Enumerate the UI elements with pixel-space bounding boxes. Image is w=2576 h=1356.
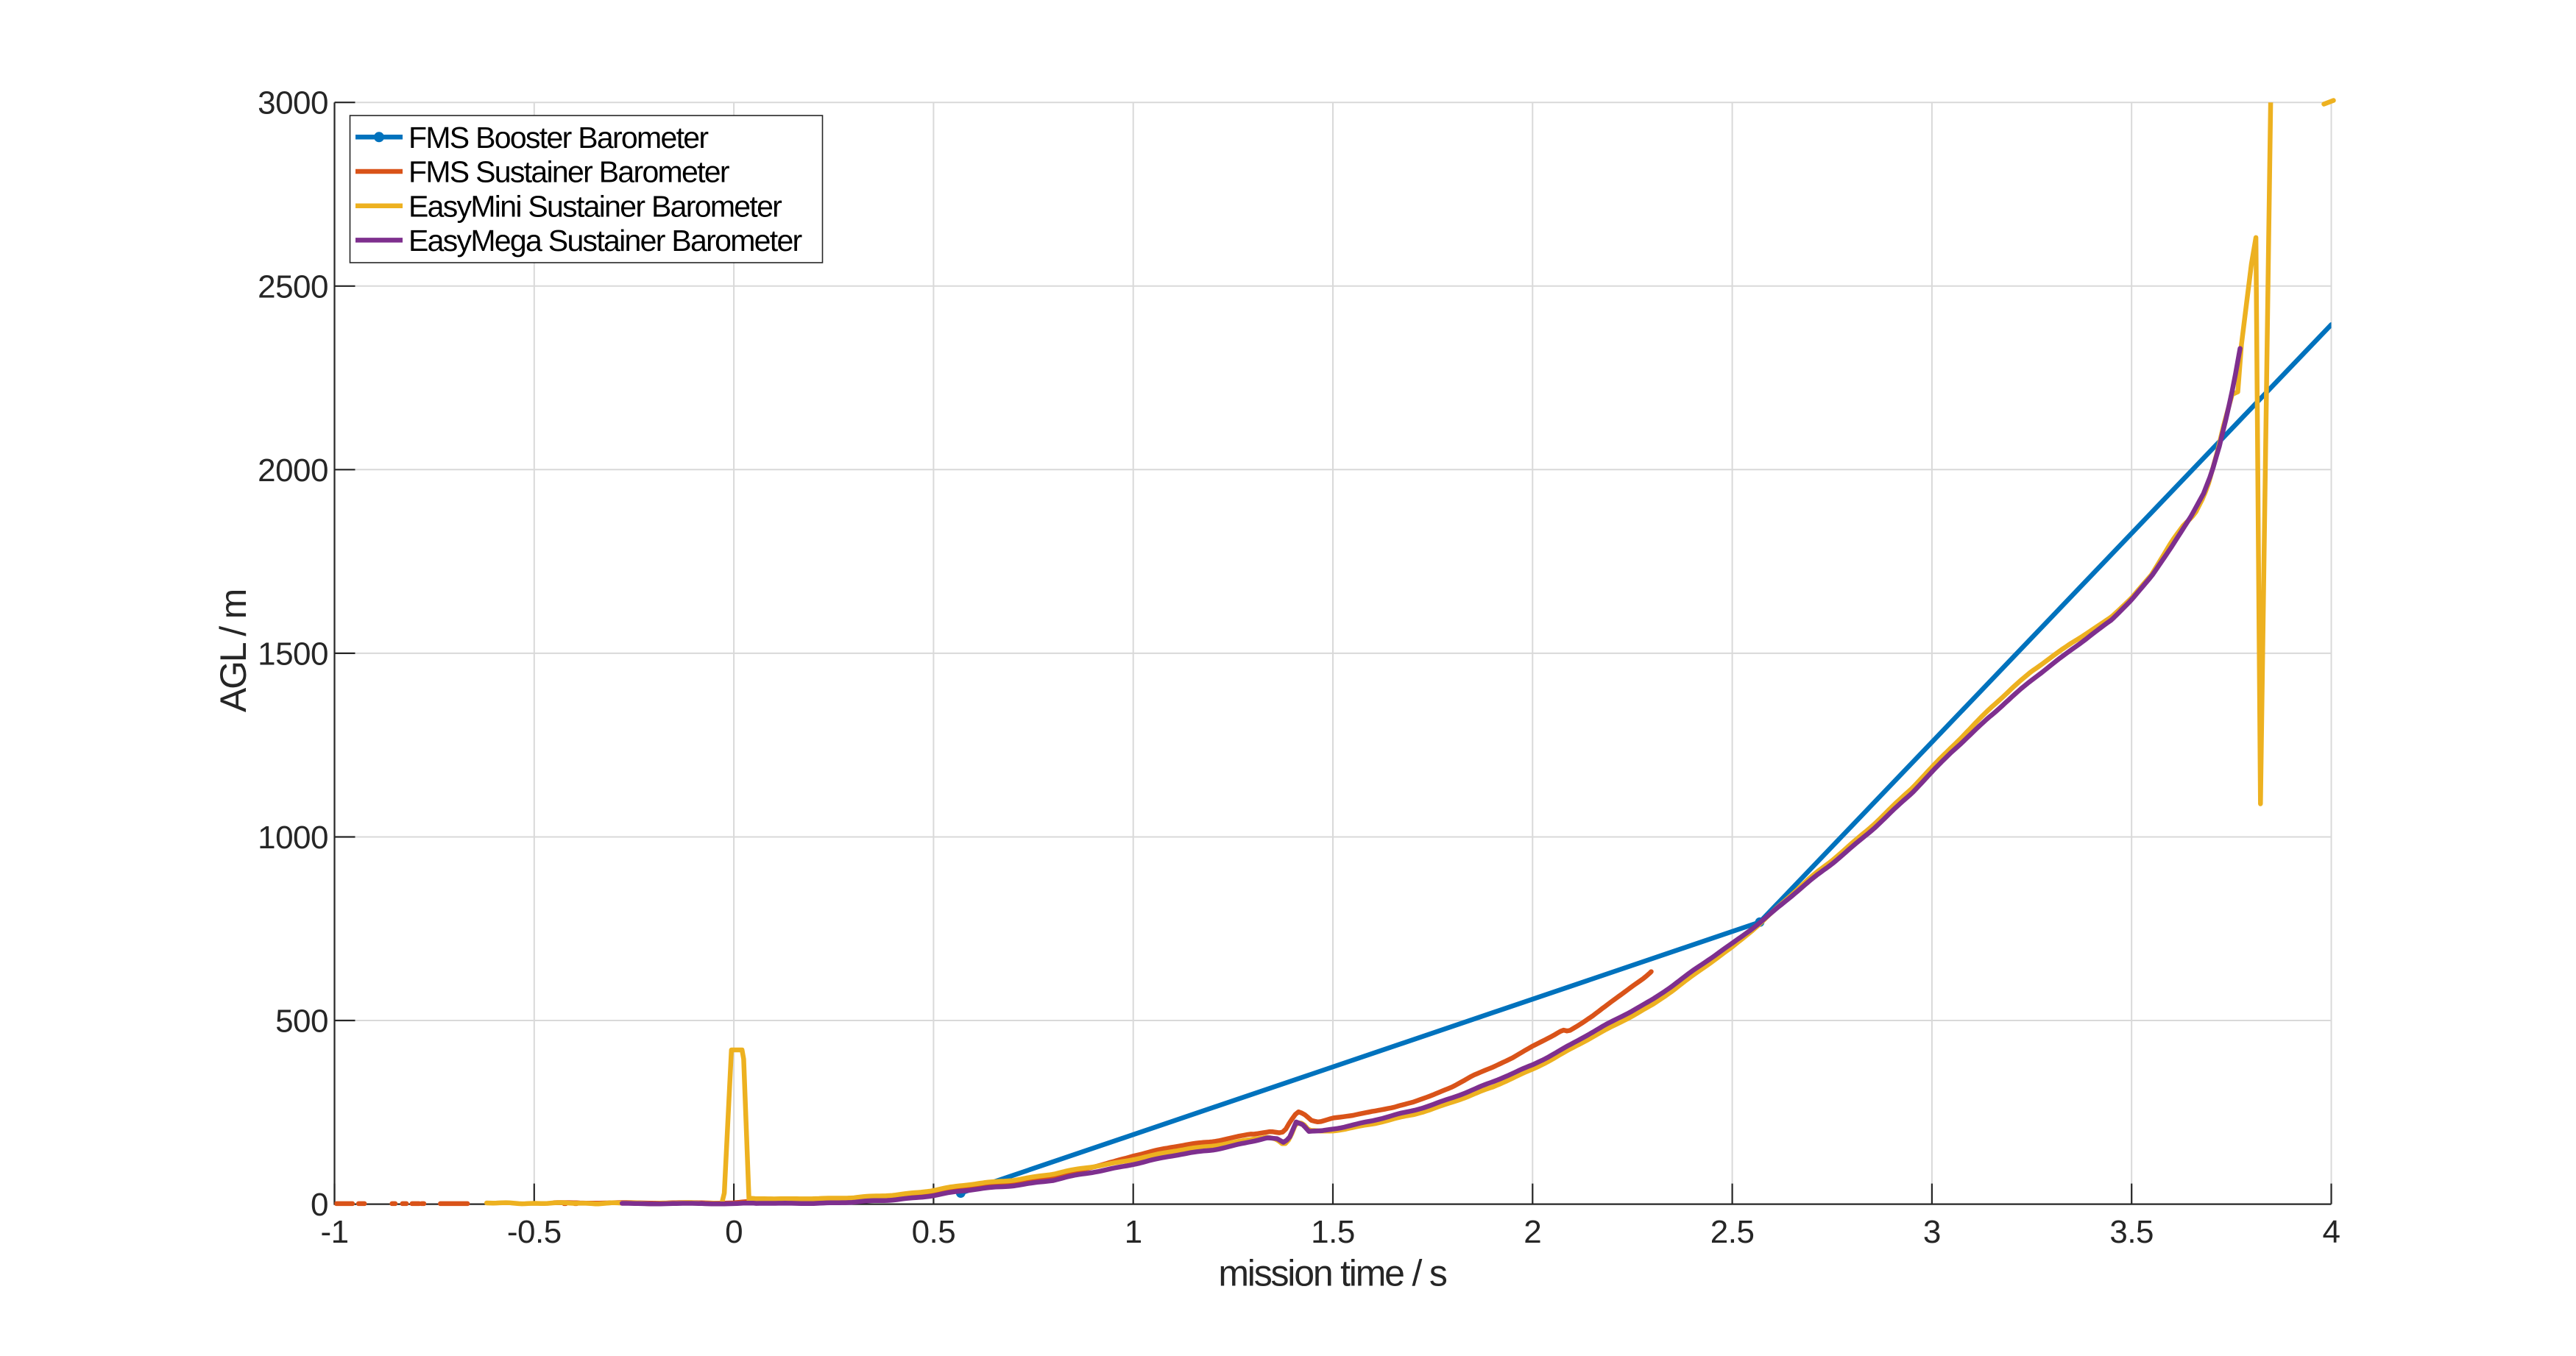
svg-text:AGL / m: AGL / m [213, 590, 254, 712]
svg-text:FMS Booster Barometer: FMS Booster Barometer [408, 121, 708, 155]
svg-text:mission time / s: mission time / s [1218, 1253, 1447, 1294]
svg-text:1.5: 1.5 [1311, 1214, 1355, 1250]
svg-text:500: 500 [275, 1004, 328, 1040]
svg-text:-0.5: -0.5 [507, 1214, 562, 1250]
svg-text:1: 1 [1125, 1214, 1142, 1250]
svg-text:1500: 1500 [258, 636, 328, 672]
svg-text:2: 2 [1524, 1214, 1541, 1250]
svg-text:EasyMega Sustainer Barometer: EasyMega Sustainer Barometer [408, 224, 802, 258]
svg-text:-1: -1 [320, 1214, 348, 1250]
svg-text:3.5: 3.5 [2109, 1214, 2154, 1250]
svg-text:EasyMini Sustainer Barometer: EasyMini Sustainer Barometer [408, 189, 782, 223]
svg-text:3: 3 [1923, 1214, 1941, 1250]
svg-text:FMS Sustainer Barometer: FMS Sustainer Barometer [408, 155, 729, 189]
svg-text:2000: 2000 [258, 452, 328, 489]
svg-text:3000: 3000 [258, 85, 328, 121]
svg-text:0: 0 [311, 1187, 328, 1223]
svg-text:0.5: 0.5 [912, 1214, 956, 1250]
svg-text:2.5: 2.5 [1710, 1214, 1755, 1250]
svg-text:0: 0 [725, 1214, 743, 1250]
svg-text:1000: 1000 [258, 820, 328, 856]
svg-text:2500: 2500 [258, 269, 328, 305]
svg-text:4: 4 [2323, 1214, 2340, 1250]
